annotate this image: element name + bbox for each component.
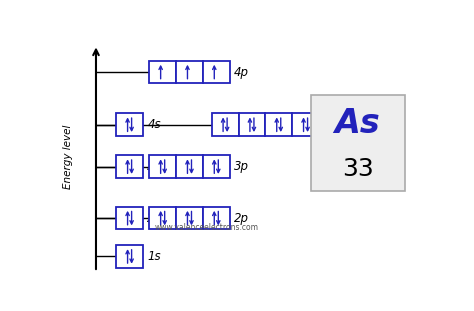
Text: 3p: 3p bbox=[234, 160, 249, 173]
Text: 4s: 4s bbox=[147, 118, 161, 131]
Bar bbox=[238, 113, 265, 136]
Bar bbox=[203, 61, 230, 83]
Text: 3s: 3s bbox=[147, 160, 161, 173]
Text: 3d: 3d bbox=[350, 118, 365, 131]
Bar bbox=[116, 207, 143, 230]
Bar bbox=[265, 113, 292, 136]
Bar bbox=[149, 155, 176, 178]
Text: 4p: 4p bbox=[234, 66, 249, 79]
Bar bbox=[319, 113, 346, 136]
Text: www.valenceelectrons.com: www.valenceelectrons.com bbox=[154, 223, 258, 232]
Bar bbox=[176, 61, 203, 83]
Bar bbox=[203, 155, 230, 178]
Bar bbox=[116, 155, 143, 178]
Bar bbox=[203, 207, 230, 230]
Text: 2p: 2p bbox=[234, 211, 249, 225]
Bar bbox=[176, 155, 203, 178]
Bar bbox=[149, 207, 176, 230]
Text: 1s: 1s bbox=[147, 250, 161, 263]
Bar bbox=[116, 245, 143, 268]
Bar bbox=[212, 113, 238, 136]
Bar bbox=[149, 61, 176, 83]
Text: Energy level: Energy level bbox=[64, 125, 73, 189]
Bar bbox=[176, 207, 203, 230]
Text: 2s: 2s bbox=[147, 211, 161, 225]
Text: 33: 33 bbox=[342, 157, 374, 181]
Text: As: As bbox=[335, 107, 381, 140]
Bar bbox=[311, 95, 405, 191]
Bar bbox=[116, 113, 143, 136]
Bar bbox=[292, 113, 319, 136]
